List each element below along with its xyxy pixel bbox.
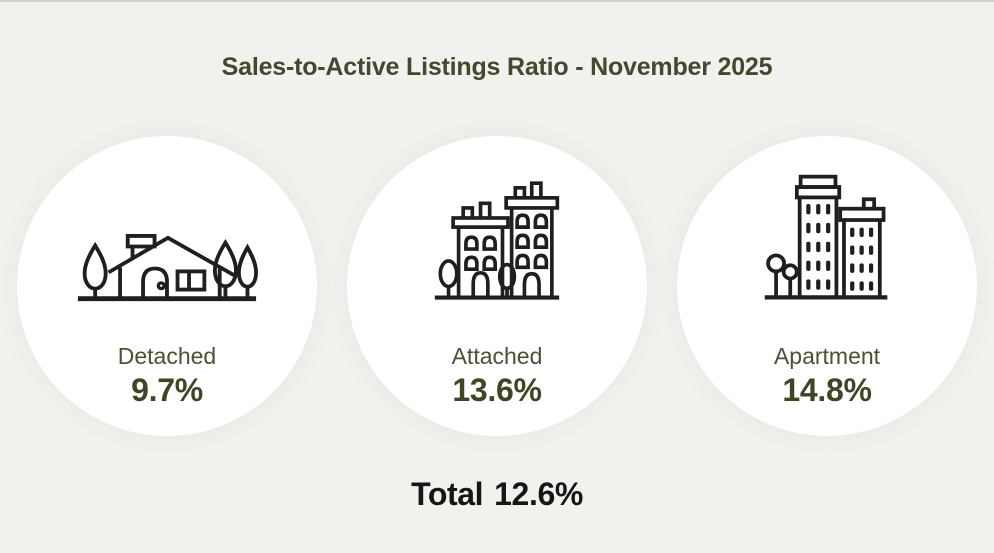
ratio-value: 13.6% [452, 372, 542, 409]
category-label: Detached [117, 343, 217, 369]
ratio-value: 14.8% [782, 372, 872, 409]
stat-cards: Detached 9.7% [0, 136, 994, 436]
ratio-value: 9.7% [131, 372, 203, 409]
category-label: Attached [451, 343, 543, 369]
page-title: Sales-to-Active Listings Ratio - Novembe… [221, 53, 773, 81]
total-label: Total [411, 476, 484, 512]
detached-house-icon [77, 234, 259, 302]
icon-box [433, 136, 561, 303]
total-value: 12.6% [494, 476, 583, 512]
apartment-towers-icon [764, 174, 888, 300]
stat-card-attached: Attached 13.6% [347, 136, 647, 436]
category-label: Apartment [773, 343, 881, 369]
stat-card-detached: Detached 9.7% [17, 136, 317, 436]
stat-card-apartment: Apartment 14.8% [677, 136, 977, 436]
icon-box [761, 136, 893, 303]
total-summary: Total 12.6% [0, 476, 994, 513]
icon-box [74, 136, 260, 303]
attached-townhouses-icon [434, 181, 560, 300]
